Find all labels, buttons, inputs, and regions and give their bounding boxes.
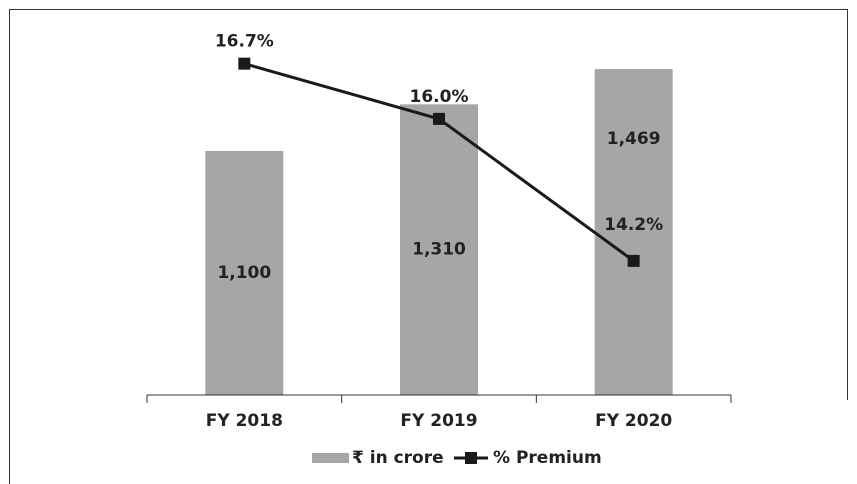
- line-value-label: 16.0%: [410, 87, 469, 107]
- line-marker: [627, 254, 640, 267]
- frame: [9, 9, 848, 484]
- line-marker: [433, 112, 445, 125]
- line-value-label: 14.2%: [604, 215, 663, 235]
- legend-swatch-marker: [465, 452, 477, 464]
- legend-label: % Premium: [493, 448, 602, 468]
- bar: [205, 150, 284, 395]
- line-value-label: 16.7%: [215, 32, 274, 52]
- bar: [400, 104, 478, 395]
- bar-value-label: 1,469: [607, 129, 661, 149]
- x-tick-label: FY 2018: [206, 411, 283, 431]
- bar: [594, 69, 673, 396]
- x-tick-label: FY 2020: [595, 411, 672, 431]
- x-tick-label: FY 2019: [400, 411, 477, 431]
- legend-label: ₹ in crore: [352, 448, 444, 468]
- legend-swatch: [312, 453, 349, 463]
- line-marker: [238, 57, 251, 70]
- bar-value-label: 1,100: [217, 263, 271, 283]
- bar-value-label: 1,310: [412, 240, 466, 260]
